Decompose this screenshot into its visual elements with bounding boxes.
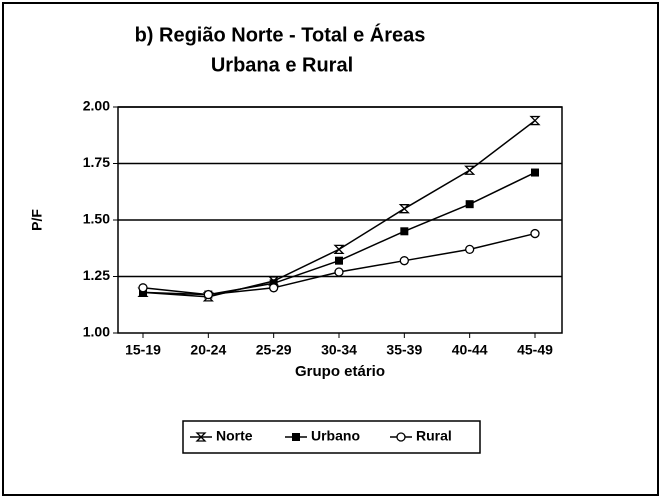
legend-label: Urbano [311,428,360,444]
marker [333,244,345,255]
y-tick-label: 1.25 [83,267,110,283]
marker [464,165,476,175]
x-tick-label: 15-19 [125,342,161,358]
chart-title: b) Região Norte - Total e Áreas [135,23,426,46]
x-tick-label: 35-39 [386,342,422,358]
marker [465,200,474,209]
marker [138,283,148,293]
marker [195,432,207,442]
x-tick-label: 20-24 [190,342,226,358]
legend-box [182,420,481,454]
marker [531,168,539,177]
legend-label: Rural [416,428,452,444]
x-tick-label: 30-34 [321,342,357,358]
marker [396,432,406,442]
marker [292,433,300,441]
marker [399,256,409,266]
plot-area [117,106,563,334]
x-axis-label: Grupo etário [295,363,385,380]
marker [335,256,343,265]
marker [203,289,213,300]
marker [529,115,541,126]
x-tick-label: 25-29 [256,342,292,358]
y-tick-label: 1.50 [83,211,110,227]
chart-title: Urbana e Rural [211,54,353,76]
y-tick-label: 1.75 [83,154,110,170]
marker [530,228,540,239]
x-tick-label: 45-49 [517,342,553,358]
y-axis-label: P/F [29,209,45,231]
legend-label: Norte [216,428,253,444]
marker [400,227,409,236]
y-tick-label: 1.00 [83,324,110,340]
marker [398,204,410,214]
marker [334,267,344,277]
marker [465,244,475,255]
y-tick-label: 2.00 [83,98,110,114]
x-tick-label: 40-44 [452,342,488,358]
marker [269,283,279,293]
